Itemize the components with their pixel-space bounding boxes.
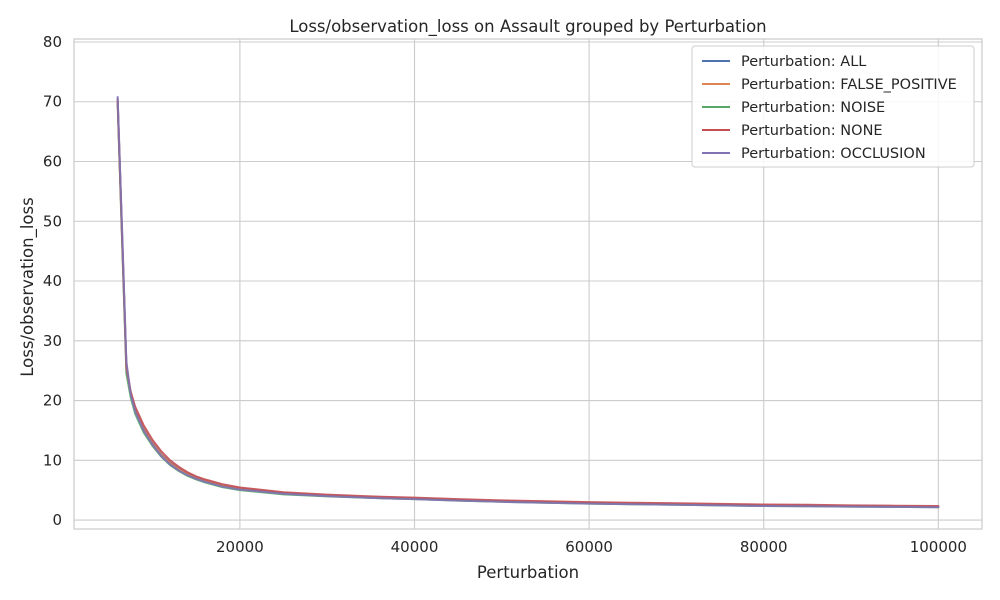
tick-labels: 0 10 20 30 40 50 60 70 80 20000 40000 60000 80000 100… xyxy=(43,33,967,556)
legend: Perturbation: ALL Perturbation: FALSE_POS… xyxy=(691,45,975,168)
legend-box xyxy=(691,45,975,168)
legend-label-false-positive: Perturbation: FALSE_POSITIVE xyxy=(741,77,957,93)
y-tick-label: 50 xyxy=(43,212,62,230)
grid xyxy=(74,39,982,529)
legend-label-all: Perturbation: ALL xyxy=(741,54,866,70)
x-axis-label: Perturbation xyxy=(477,563,579,582)
y-tick-label: 40 xyxy=(43,272,62,290)
x-tick-label: 60000 xyxy=(565,538,613,556)
legend-label-occlusion: Perturbation: OCCLUSION xyxy=(741,146,926,162)
legend-label-none: Perturbation: NONE xyxy=(741,123,883,139)
legend-label-noise: Perturbation: NOISE xyxy=(741,100,885,116)
y-tick-label: 30 xyxy=(43,332,62,350)
y-axis-label: Loss/observation_loss xyxy=(18,197,38,376)
plot-frame xyxy=(73,38,983,530)
y-tick-label: 20 xyxy=(43,392,62,410)
series-line-occlusion xyxy=(116,95,940,509)
series-lines xyxy=(116,95,940,509)
chart-title: Loss/observation_loss on Assault grouped… xyxy=(289,17,766,37)
y-tick-label: 70 xyxy=(43,93,62,111)
y-tick-label: 80 xyxy=(43,33,62,51)
x-tick-label: 100000 xyxy=(910,538,967,556)
y-tick-label: 0 xyxy=(52,511,62,529)
series-line-none xyxy=(116,100,940,507)
x-tick-label: 40000 xyxy=(391,538,439,556)
x-tick-label: 20000 xyxy=(216,538,264,556)
y-tick-label: 60 xyxy=(43,153,62,171)
x-tick-label: 80000 xyxy=(740,538,788,556)
y-tick-label: 10 xyxy=(43,451,62,469)
